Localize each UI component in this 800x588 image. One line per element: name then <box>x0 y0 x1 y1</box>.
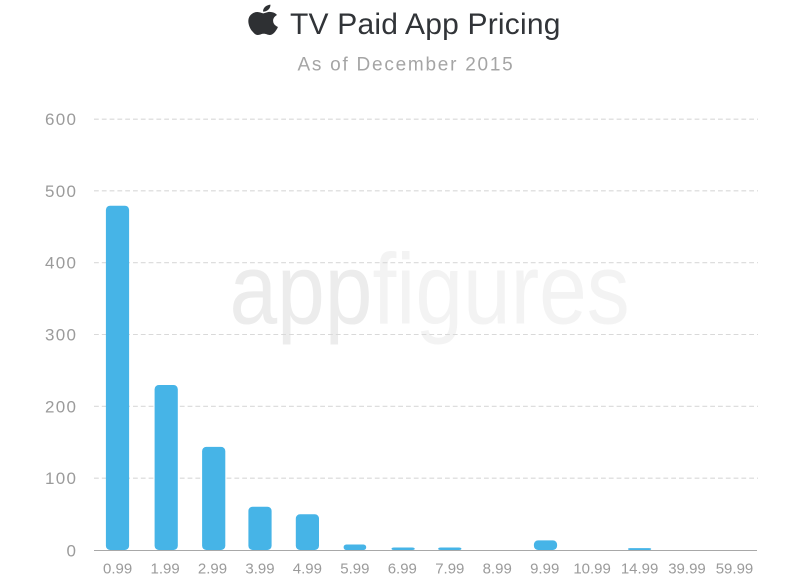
svg-text:6.99: 6.99 <box>388 561 417 578</box>
svg-text:500: 500 <box>45 182 77 201</box>
svg-text:3.99: 3.99 <box>245 561 274 578</box>
svg-text:14.99: 14.99 <box>621 561 659 578</box>
svg-text:appfigures: appfigures <box>230 233 630 345</box>
svg-text:10.99: 10.99 <box>573 561 611 578</box>
svg-text:600: 600 <box>45 110 77 129</box>
svg-text:5.99: 5.99 <box>340 561 369 578</box>
svg-text:400: 400 <box>45 254 77 273</box>
svg-text:0: 0 <box>67 542 78 561</box>
svg-text:0.99: 0.99 <box>103 561 132 578</box>
svg-text:4.99: 4.99 <box>293 561 322 578</box>
svg-text:9.99: 9.99 <box>530 561 559 578</box>
svg-text:100: 100 <box>45 469 77 488</box>
svg-text:2.99: 2.99 <box>198 561 227 578</box>
svg-text:8.99: 8.99 <box>483 561 512 578</box>
svg-text:7.99: 7.99 <box>435 561 464 578</box>
svg-text:TV Paid App Pricing: TV Paid App Pricing <box>290 8 561 41</box>
svg-text:39.99: 39.99 <box>668 561 706 578</box>
svg-text:1.99: 1.99 <box>150 561 179 578</box>
svg-text:As of December 2015: As of December 2015 <box>297 55 514 76</box>
svg-text:200: 200 <box>45 397 77 416</box>
svg-text:300: 300 <box>45 326 77 345</box>
svg-text:59.99: 59.99 <box>716 561 754 578</box>
